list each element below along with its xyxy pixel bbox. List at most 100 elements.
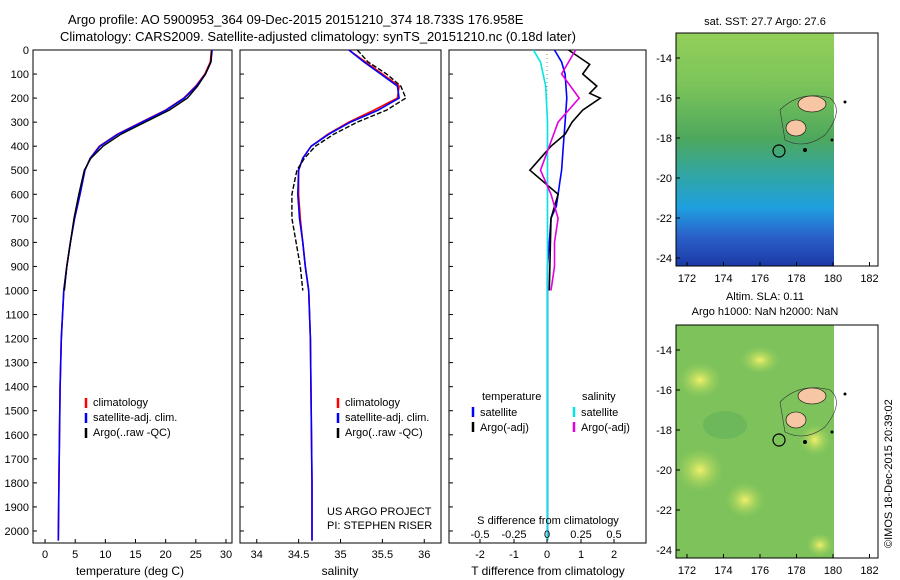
series-line-2 xyxy=(63,51,213,291)
lat-tick-label: -24 xyxy=(656,253,672,265)
temperature-axis-label: temperature (deg C) xyxy=(76,564,184,578)
depth-tick-label: 600 xyxy=(11,189,29,201)
pi-credit: PI: STEPHEN RISER xyxy=(327,520,432,532)
legend-s-satellite: satellite xyxy=(581,407,618,419)
x-tick-label: 20 xyxy=(160,549,172,561)
x-tick-label: 5 xyxy=(72,549,78,561)
x-tick-label: 36 xyxy=(418,549,430,561)
series-line-2 xyxy=(532,49,549,541)
salinity-axes xyxy=(239,49,442,544)
depth-tick-label: 900 xyxy=(11,261,29,273)
lon-tick-label: 180 xyxy=(824,273,842,285)
argo-float-marker xyxy=(772,144,786,158)
s-tick: -0.25 xyxy=(501,529,526,541)
series-line-1 xyxy=(528,49,602,291)
depth-tick-label: 400 xyxy=(11,141,29,153)
lat-tick-label: -24 xyxy=(656,545,672,557)
lon-tick-label: 178 xyxy=(787,273,805,285)
series-line-2 xyxy=(291,49,407,291)
profile-title: Argo profile: AO 5900953_364 09-Dec-2015… xyxy=(68,12,524,27)
x-tick-label: 30 xyxy=(220,549,232,561)
sla-title: Altim. SLA: 0.11 xyxy=(726,291,804,303)
depth-tick-label: 1400 xyxy=(5,382,29,394)
legend-argo: Argo(..raw -QC) xyxy=(345,427,423,439)
t-tick: -2 xyxy=(475,549,485,561)
lon-tick-label: 174 xyxy=(714,273,732,285)
sst-field xyxy=(676,33,834,266)
depth-tick-label: 1800 xyxy=(5,478,29,490)
legend-argo: Argo(..raw -QC) xyxy=(93,427,171,439)
lon-tick-label: 172 xyxy=(678,565,696,577)
climatology-subtitle: Climatology: CARS2009. Satellite-adjuste… xyxy=(60,29,576,44)
depth-tick-label: 200 xyxy=(11,93,29,105)
lon-tick-label: 172 xyxy=(678,273,696,285)
x-tick-label: 25 xyxy=(190,549,202,561)
project-credit: US ARGO PROJECT xyxy=(327,506,432,518)
t-tick: 0 xyxy=(544,549,550,561)
lat-tick-label: -20 xyxy=(656,173,672,185)
series-line-3 xyxy=(539,49,581,291)
lon-tick-label: 182 xyxy=(860,565,878,577)
t-difference-ticks: -2 -1 0 1 2 xyxy=(475,539,617,561)
s-tick: 0 xyxy=(544,529,550,541)
lon-tick-label: 180 xyxy=(824,565,842,577)
island-viti-levu xyxy=(785,119,807,137)
lat-tick-label: -16 xyxy=(656,385,672,397)
lon-tick-label: 174 xyxy=(714,565,732,577)
lat-tick-label: -20 xyxy=(656,465,672,477)
temperature-panel: 0100200300400500600700800900100011001200… xyxy=(5,45,233,578)
lon-tick-label: 178 xyxy=(787,565,805,577)
difference-legend: temperature salinity satellite Argo(-adj… xyxy=(471,391,630,434)
legend-satellite: satellite-adj. clim. xyxy=(345,412,429,424)
difference-panel: temperature salinity satellite Argo(-adj… xyxy=(448,49,647,578)
argo-height-title: Argo h1000: NaN h2000: NaN xyxy=(692,306,839,318)
depth-tick-label: 300 xyxy=(11,117,29,129)
x-tick-label: 35.5 xyxy=(372,549,393,561)
s-tick: 0.5 xyxy=(606,529,621,541)
lon-tick-label: 176 xyxy=(751,273,769,285)
x-tick-label: 15 xyxy=(129,549,141,561)
salinity-axis-label: salinity xyxy=(322,564,359,578)
lat-tick-label: -18 xyxy=(656,133,672,145)
imos-stamp: ©IMOS 18-Dec-2015 20:39:02 xyxy=(883,399,895,548)
depth-tick-label: 1500 xyxy=(5,406,29,418)
depth-tick-label: 2000 xyxy=(5,526,29,538)
lat-tick-label: -14 xyxy=(656,53,672,65)
lat-tick-label: -14 xyxy=(656,345,672,357)
lat-tick-label: -18 xyxy=(656,425,672,437)
t-tick: -1 xyxy=(509,549,519,561)
legend-t-satellite: satellite xyxy=(480,407,517,419)
legend-climatology: climatology xyxy=(93,397,149,409)
sla-map: Altim. SLA: 0.11 Argo h1000: NaN h2000: … xyxy=(656,291,879,577)
temperature-axes xyxy=(32,49,233,544)
x-tick-label: 34 xyxy=(251,549,263,561)
lat-tick-label: -22 xyxy=(656,505,672,517)
x-tick-label: 0 xyxy=(42,549,48,561)
t-tick: 1 xyxy=(578,549,584,561)
s-tick: -0.5 xyxy=(471,529,490,541)
s-difference-label: S difference from climatology xyxy=(477,515,619,527)
legend-climatology: climatology xyxy=(345,397,401,409)
sst-title: sat. SST: 27.7 Argo: 27.6 xyxy=(704,16,826,28)
salinity-legend: climatology satellite-adj. clim. Argo(..… xyxy=(336,397,429,439)
depth-tick-label: 700 xyxy=(11,213,29,225)
sst-map: sat. SST: 27.7 Argo: 27.6 -14 -16 -18 -20 -2… xyxy=(656,16,879,285)
series-line-1 xyxy=(296,49,400,541)
argo-float-marker xyxy=(772,433,786,447)
depth-tick-label: 100 xyxy=(11,69,29,81)
legend-salinity-title: salinity xyxy=(582,391,616,403)
depth-tick-label: 1000 xyxy=(5,285,29,297)
depth-tick-label: 1200 xyxy=(5,334,29,346)
legend-satellite: satellite-adj. clim. xyxy=(93,412,177,424)
depth-tick-label: 1700 xyxy=(5,454,29,466)
depth-tick-label: 800 xyxy=(11,237,29,249)
lon-tick-label: 182 xyxy=(860,273,878,285)
island-viti-levu xyxy=(785,411,807,429)
s-tick: 0.25 xyxy=(570,529,591,541)
t-difference-label: T difference from climatology xyxy=(471,564,625,578)
depth-tick-label: 500 xyxy=(11,165,29,177)
depth-tick-label: 0 xyxy=(23,45,29,57)
lon-tick-label: 176 xyxy=(751,565,769,577)
x-tick-label: 34.5 xyxy=(288,549,309,561)
x-tick-label: 10 xyxy=(99,549,111,561)
